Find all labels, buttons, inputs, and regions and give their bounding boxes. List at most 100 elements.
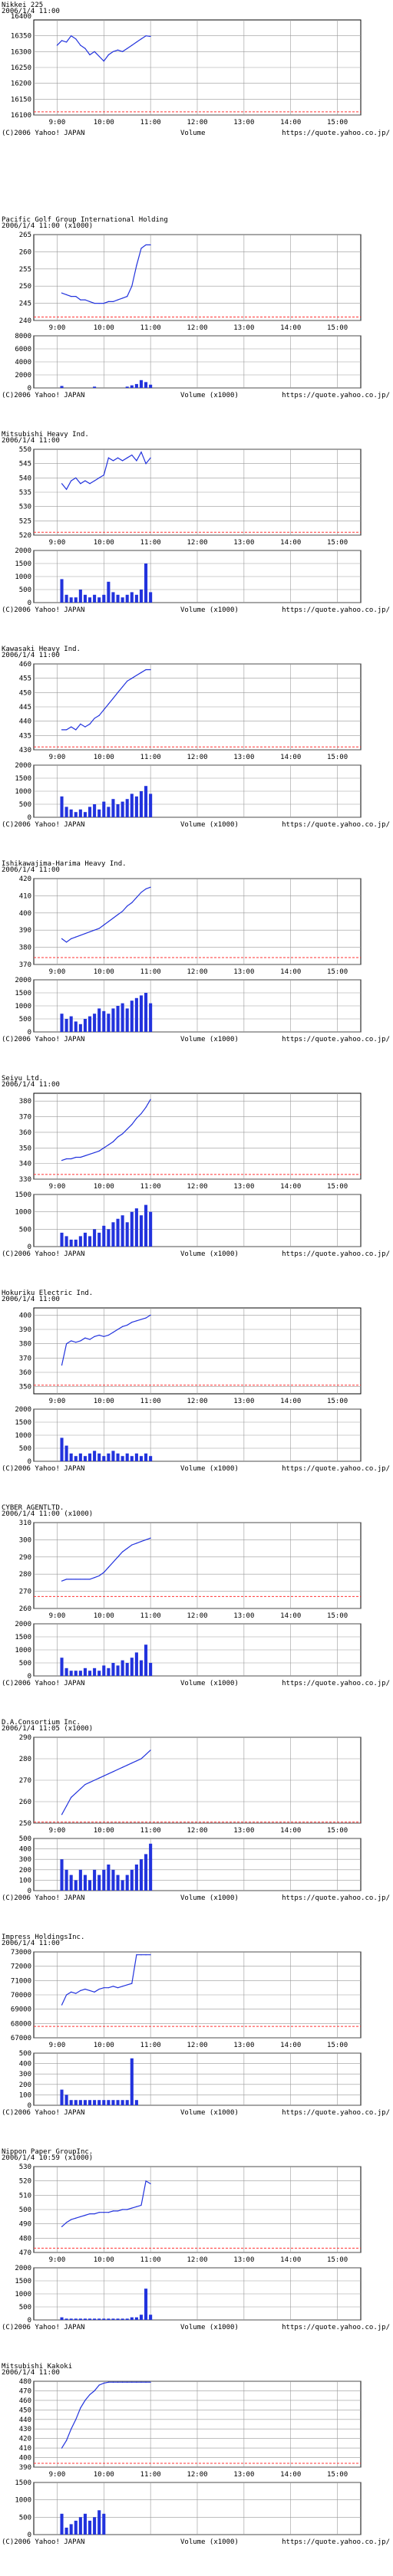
y-tick-label: 500: [19, 2206, 31, 2214]
price-point: [140, 2204, 142, 2206]
stock-timestamp: 2006/1/4 11:00: [2, 1296, 60, 1303]
price-point: [61, 729, 63, 731]
price-point: [94, 1152, 95, 1153]
price-point: [66, 2440, 68, 2441]
price-point: [140, 1112, 142, 1115]
volume-bar: [93, 1229, 97, 1247]
y-tick-label: 16250: [11, 64, 31, 72]
volume-bar: [107, 1865, 111, 1891]
x-tick-label: 13:00: [233, 968, 254, 976]
y-tick-label: 265: [19, 232, 31, 239]
volume-bar: [107, 807, 111, 817]
price-point: [122, 910, 124, 912]
price-point: [94, 1779, 95, 1781]
volume-bar: [102, 594, 106, 603]
y-tick-label: 545: [19, 461, 31, 468]
y-tick-label: 340: [19, 1161, 31, 1168]
volume-bar: [149, 1211, 153, 1247]
stock-name: Kawasaki Heavy Ind.: [2, 646, 81, 653]
vol-tick-label: 2000: [15, 1621, 31, 1628]
y-tick-label: 250: [19, 283, 31, 291]
volume-label: Volume (x1000): [180, 1250, 239, 1258]
volume-bar: [88, 1880, 92, 1891]
volume-bar: [111, 1222, 115, 1247]
y-tick-label: 280: [19, 1571, 31, 1579]
volume-bar: [139, 1859, 144, 1891]
x-tick-label: 14:00: [280, 2042, 301, 2049]
price-point: [140, 2381, 142, 2383]
price-point: [117, 1136, 119, 1138]
price-point: [80, 1990, 81, 1991]
volume-bar: [78, 2318, 82, 2320]
volume-bar: [116, 1875, 120, 1891]
copyright-text: (C)2006 Yahoo! JAPAN: [2, 130, 84, 137]
stock-name: Nikkei 225: [2, 2, 43, 9]
stock-name: Pacific Golf Group International Holding: [2, 216, 168, 224]
price-point: [84, 1784, 86, 1786]
volume-bar: [149, 1663, 153, 1676]
y-tick-label: 73000: [11, 1949, 31, 1957]
volume-bar: [144, 564, 148, 603]
price-point: [150, 1314, 151, 1316]
price-point: [140, 38, 142, 40]
copyright-text: (C)2006 Yahoo! JAPAN: [2, 392, 84, 399]
volume-bar: [60, 579, 64, 603]
vol-tick-label: 1500: [15, 560, 31, 568]
price-point: [94, 51, 95, 52]
x-tick-label: 9:00: [49, 1398, 66, 1405]
price-point: [136, 1117, 137, 1119]
price-point: [98, 55, 100, 58]
x-tick-label: 12:00: [187, 1827, 207, 1835]
volume-bar: [125, 1663, 129, 1676]
source-url: https://quote.yahoo.co.jp/: [282, 1465, 390, 1473]
price-point: [122, 686, 124, 688]
volume-bar: [64, 2527, 68, 2535]
y-tick-label: 480: [19, 2235, 31, 2242]
volume-bar: [134, 1453, 138, 1461]
price-point: [150, 1537, 151, 1539]
volume-bar: [97, 2510, 101, 2535]
y-tick-label: 510: [19, 2192, 31, 2200]
volume-bar: [125, 2318, 129, 2320]
y-tick-label: 240: [19, 317, 31, 325]
volume-bar: [139, 995, 144, 1032]
volume-bar: [93, 2318, 97, 2320]
price-point: [107, 921, 109, 922]
x-tick-label: 14:00: [280, 2471, 301, 2479]
x-tick-label: 10:00: [94, 539, 114, 547]
x-tick-label: 10:00: [94, 119, 114, 127]
price-line: [61, 1314, 151, 1365]
y-tick-label: 370: [19, 1114, 31, 1122]
price-point: [75, 2217, 77, 2219]
price-point: [66, 1343, 68, 1345]
stock-name: CYBER AGENTLTD.: [2, 1504, 64, 1512]
volume-bar: [60, 2089, 64, 2105]
volume-label: Volume (x1000): [180, 1680, 239, 1687]
x-tick-label: 13:00: [233, 1827, 254, 1835]
volume-bar: [121, 1660, 124, 1676]
vol-tick-label: 200: [19, 2082, 31, 2089]
price-point: [107, 1987, 109, 1989]
price-point: [66, 729, 68, 731]
price-point: [136, 2206, 137, 2207]
volume-bar: [144, 2288, 148, 2320]
price-point: [107, 1566, 109, 1568]
stock-panel: Kawasaki Heavy Ind. 2006/1/4 11:00 460 455 4…: [0, 644, 393, 859]
y-tick-label: 410: [19, 892, 31, 900]
price-point: [107, 1773, 109, 1775]
volume-bar: [102, 2318, 106, 2320]
x-tick-label: 13:00: [233, 754, 254, 761]
y-tick-label: 420: [19, 2436, 31, 2443]
vol-tick-label: 2000: [15, 547, 31, 555]
volume-bar: [78, 590, 82, 603]
volume-label: Volume (x1000): [180, 1894, 239, 1902]
price-point: [75, 936, 77, 938]
y-tick-label: 440: [19, 2417, 31, 2424]
x-tick-label: 10:00: [94, 1183, 114, 1191]
stock-timestamp: 2006/1/4 11:00: [2, 866, 60, 874]
y-tick-label: 16400: [11, 13, 31, 21]
volume-bar: [83, 812, 87, 817]
y-tick-label: 72000: [11, 1963, 31, 1971]
price-point: [61, 483, 63, 485]
x-tick-label: 13:00: [233, 2042, 254, 2049]
